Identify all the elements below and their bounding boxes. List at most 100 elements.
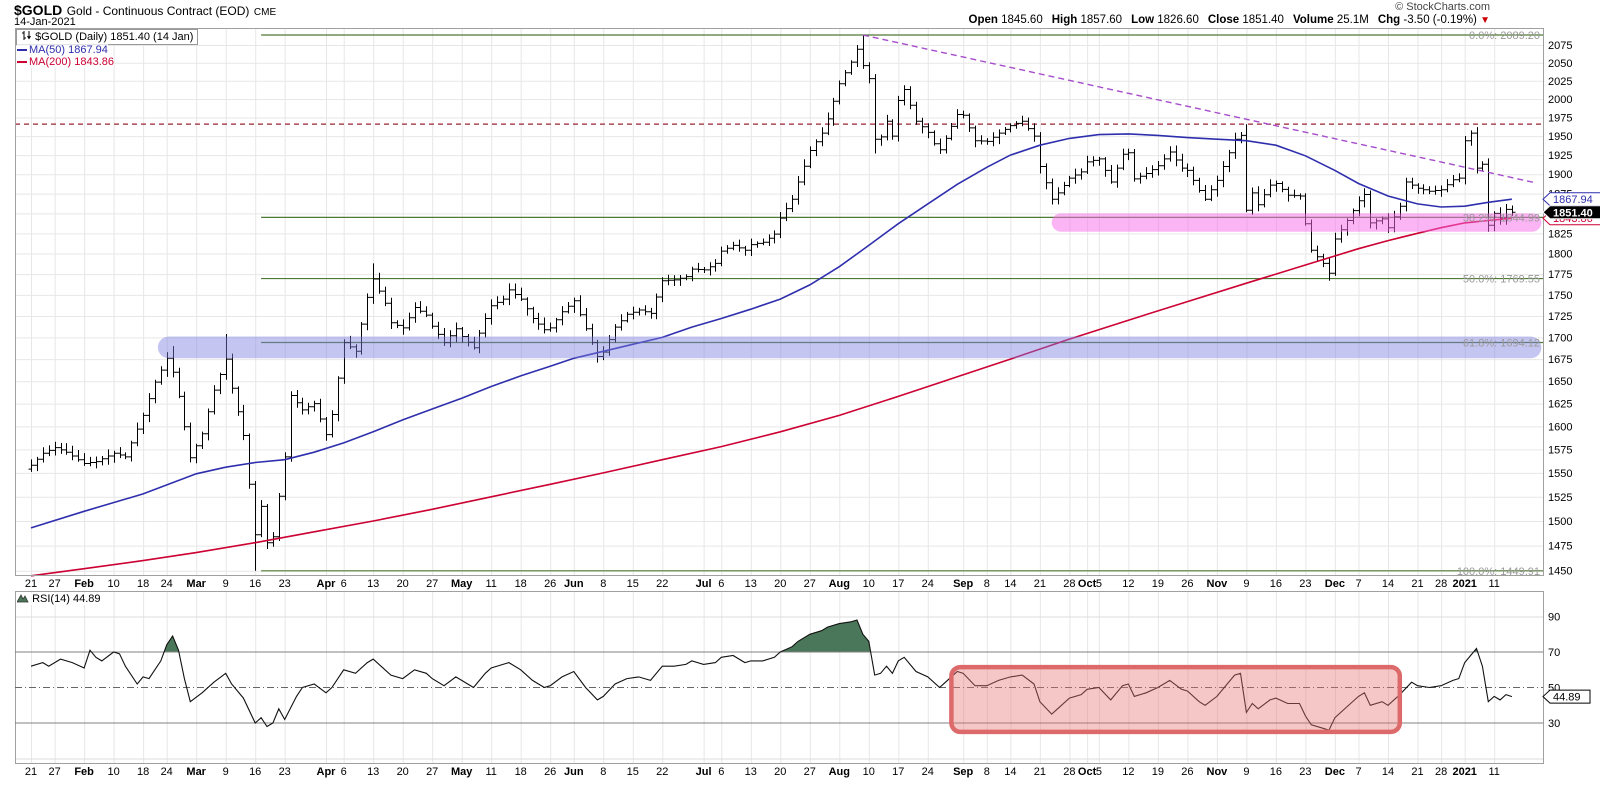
ma50-legend: MA(50) 1867.94 bbox=[17, 44, 108, 56]
close-label: Close bbox=[1207, 14, 1240, 26]
svg-text:23: 23 bbox=[1299, 766, 1311, 778]
ma200-legend: MA(200) 1843.86 bbox=[17, 56, 114, 68]
svg-text:22: 22 bbox=[656, 766, 668, 778]
svg-text:8: 8 bbox=[600, 578, 606, 590]
svg-text:1925: 1925 bbox=[1548, 150, 1572, 162]
svg-text:14: 14 bbox=[1382, 578, 1394, 590]
price-legend-text: $GOLD (Daily) 1851.40 (14 Jan) bbox=[35, 31, 194, 43]
svg-text:Mar: Mar bbox=[186, 578, 206, 590]
svg-text:1825: 1825 bbox=[1548, 228, 1572, 240]
svg-text:15: 15 bbox=[627, 766, 639, 778]
svg-text:12: 12 bbox=[1122, 578, 1134, 590]
svg-text:Oct: Oct bbox=[1078, 578, 1097, 590]
svg-text:6: 6 bbox=[341, 578, 347, 590]
svg-text:21: 21 bbox=[1411, 766, 1423, 778]
svg-text:27: 27 bbox=[804, 766, 816, 778]
copyright: © StockCharts.com bbox=[1395, 1, 1490, 13]
svg-text:9: 9 bbox=[223, 578, 229, 590]
svg-text:16: 16 bbox=[249, 766, 261, 778]
svg-text:16: 16 bbox=[249, 578, 261, 590]
svg-text:1800: 1800 bbox=[1548, 249, 1572, 261]
svg-text:Jun: Jun bbox=[564, 578, 584, 590]
rsi-legend: RSI(14) 44.89 bbox=[16, 593, 101, 605]
svg-text:26: 26 bbox=[544, 578, 556, 590]
svg-text:Dec: Dec bbox=[1325, 578, 1345, 590]
svg-text:90: 90 bbox=[1548, 612, 1560, 624]
svg-text:26: 26 bbox=[1181, 766, 1193, 778]
svg-text:22: 22 bbox=[656, 578, 668, 590]
svg-text:1575: 1575 bbox=[1548, 444, 1572, 456]
svg-text:9: 9 bbox=[1243, 578, 1249, 590]
svg-text:28: 28 bbox=[1063, 766, 1075, 778]
svg-text:21: 21 bbox=[25, 766, 37, 778]
svg-text:13: 13 bbox=[367, 766, 379, 778]
ma200-line-swatch bbox=[17, 61, 27, 64]
high-value: 1857.60 bbox=[1080, 14, 1123, 26]
svg-text:21: 21 bbox=[25, 578, 37, 590]
svg-text:2050: 2050 bbox=[1548, 58, 1572, 70]
svg-text:Aug: Aug bbox=[829, 766, 850, 778]
svg-text:1750: 1750 bbox=[1548, 290, 1572, 302]
svg-text:10: 10 bbox=[107, 578, 119, 590]
svg-text:2075: 2075 bbox=[1548, 40, 1572, 52]
svg-text:Oct: Oct bbox=[1078, 766, 1097, 778]
svg-text:17: 17 bbox=[892, 766, 904, 778]
svg-text:Jul: Jul bbox=[696, 578, 712, 590]
svg-text:11: 11 bbox=[1488, 578, 1499, 590]
ma200-legend-text: MA(200) 1843.86 bbox=[29, 56, 114, 68]
svg-text:8: 8 bbox=[984, 766, 990, 778]
price-legend: $GOLD (Daily) 1851.40 (14 Jan) bbox=[16, 29, 199, 45]
svg-text:Dec: Dec bbox=[1325, 766, 1345, 778]
chart-header: $GOLD Gold - Continuous Contract (EOD) C… bbox=[14, 2, 276, 20]
svg-text:Aug: Aug bbox=[829, 578, 850, 590]
svg-text:15: 15 bbox=[627, 578, 639, 590]
svg-text:30: 30 bbox=[1548, 718, 1560, 730]
svg-text:10: 10 bbox=[107, 766, 119, 778]
svg-text:May: May bbox=[451, 578, 473, 590]
svg-text:Nov: Nov bbox=[1207, 766, 1229, 778]
low-label: Low bbox=[1131, 14, 1155, 26]
svg-text:44.89: 44.89 bbox=[1553, 692, 1581, 704]
svg-text:1851.40: 1851.40 bbox=[1553, 207, 1593, 219]
svg-text:1525: 1525 bbox=[1548, 492, 1572, 504]
svg-text:20: 20 bbox=[397, 578, 409, 590]
svg-text:2021: 2021 bbox=[1452, 578, 1476, 590]
svg-text:28: 28 bbox=[1435, 766, 1447, 778]
svg-text:9: 9 bbox=[1243, 766, 1249, 778]
svg-text:1550: 1550 bbox=[1548, 468, 1572, 480]
svg-text:Nov: Nov bbox=[1207, 578, 1229, 590]
svg-text:27: 27 bbox=[804, 578, 816, 590]
svg-text:2000: 2000 bbox=[1548, 94, 1572, 106]
svg-text:18: 18 bbox=[137, 578, 149, 590]
svg-text:16: 16 bbox=[1270, 578, 1282, 590]
svg-text:5: 5 bbox=[1096, 578, 1102, 590]
chg-label: Chg bbox=[1377, 14, 1401, 26]
change-down-icon: ▼ bbox=[1480, 15, 1490, 26]
svg-text:1950: 1950 bbox=[1548, 131, 1572, 143]
svg-text:24: 24 bbox=[922, 578, 934, 590]
svg-text:Apr: Apr bbox=[317, 766, 337, 778]
volume-value: 25.1M bbox=[1336, 14, 1369, 26]
svg-text:19: 19 bbox=[1152, 578, 1164, 590]
low-value: 1826.60 bbox=[1157, 14, 1199, 26]
svg-text:13: 13 bbox=[745, 578, 757, 590]
svg-text:13: 13 bbox=[367, 578, 379, 590]
quote-strip: Open 1845.60 High 1857.60 Low 1826.60 Close… bbox=[969, 14, 1490, 26]
svg-text:28: 28 bbox=[1063, 578, 1075, 590]
exchange: CME bbox=[253, 7, 277, 18]
svg-text:7: 7 bbox=[1355, 578, 1361, 590]
svg-text:27: 27 bbox=[426, 766, 438, 778]
svg-text:20: 20 bbox=[774, 766, 786, 778]
svg-text:26: 26 bbox=[1181, 578, 1193, 590]
svg-text:27: 27 bbox=[426, 578, 438, 590]
svg-text:21: 21 bbox=[1411, 578, 1423, 590]
svg-text:11: 11 bbox=[485, 578, 496, 590]
svg-text:1625: 1625 bbox=[1548, 399, 1572, 411]
svg-text:14: 14 bbox=[1382, 766, 1394, 778]
instrument-name: Gold - Continuous Contract (EOD) bbox=[66, 4, 250, 18]
svg-text:Feb: Feb bbox=[74, 766, 94, 778]
svg-text:1700: 1700 bbox=[1548, 332, 1572, 344]
svg-text:27: 27 bbox=[48, 578, 60, 590]
svg-text:38.2%: 1844.99: 38.2%: 1844.99 bbox=[1463, 212, 1540, 224]
